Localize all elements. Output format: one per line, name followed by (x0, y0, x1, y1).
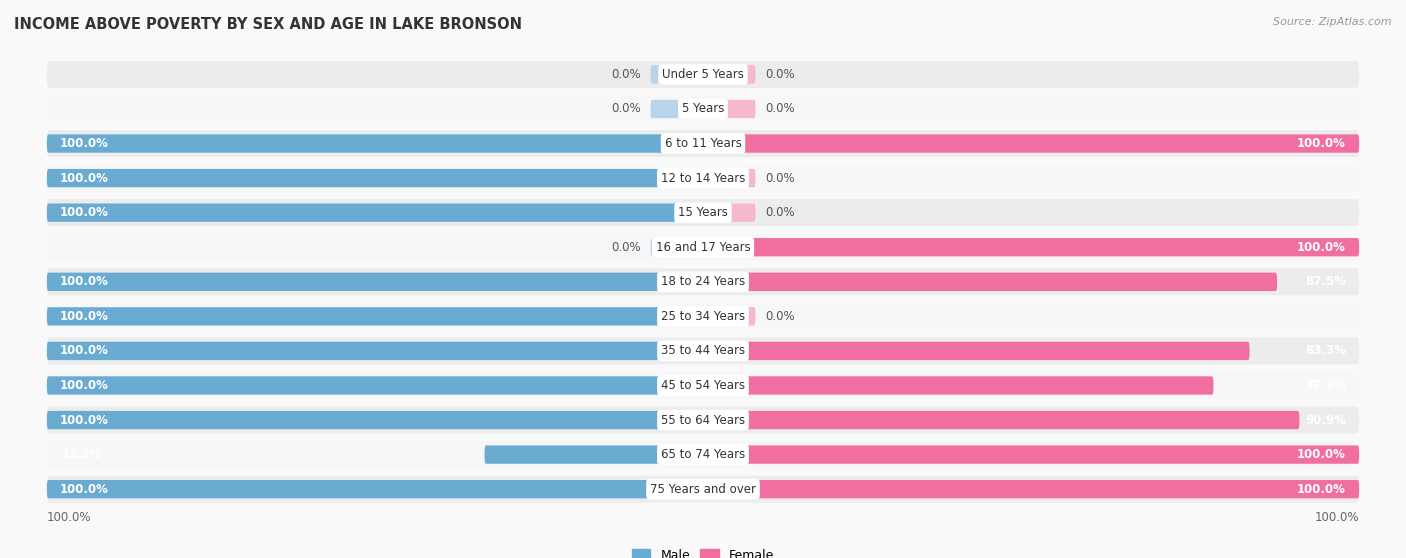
Text: 0.0%: 0.0% (765, 310, 794, 323)
FancyBboxPatch shape (46, 165, 1360, 191)
FancyBboxPatch shape (703, 169, 755, 187)
FancyBboxPatch shape (651, 100, 703, 118)
Text: 100.0%: 100.0% (60, 206, 108, 219)
Text: 83.3%: 83.3% (1305, 344, 1346, 358)
Text: Under 5 Years: Under 5 Years (662, 68, 744, 81)
FancyBboxPatch shape (703, 238, 1360, 256)
FancyBboxPatch shape (46, 268, 1360, 295)
FancyBboxPatch shape (703, 134, 1360, 153)
FancyBboxPatch shape (46, 480, 703, 498)
Text: 100.0%: 100.0% (60, 275, 108, 288)
Text: 100.0%: 100.0% (60, 379, 108, 392)
FancyBboxPatch shape (703, 307, 755, 325)
FancyBboxPatch shape (703, 411, 1299, 429)
FancyBboxPatch shape (46, 307, 703, 325)
Text: 77.8%: 77.8% (1305, 379, 1346, 392)
Text: 100.0%: 100.0% (1298, 240, 1346, 254)
Legend: Male, Female: Male, Female (627, 544, 779, 558)
Text: 0.0%: 0.0% (765, 172, 794, 185)
Text: 0.0%: 0.0% (612, 240, 641, 254)
Text: INCOME ABOVE POVERTY BY SEX AND AGE IN LAKE BRONSON: INCOME ABOVE POVERTY BY SEX AND AGE IN L… (14, 17, 522, 32)
FancyBboxPatch shape (703, 65, 755, 84)
Text: 90.9%: 90.9% (1305, 413, 1346, 426)
FancyBboxPatch shape (703, 341, 1250, 360)
FancyBboxPatch shape (651, 65, 703, 84)
FancyBboxPatch shape (46, 134, 703, 153)
FancyBboxPatch shape (46, 204, 703, 222)
Text: 5 Years: 5 Years (682, 103, 724, 116)
Text: 100.0%: 100.0% (1298, 448, 1346, 461)
FancyBboxPatch shape (46, 95, 1360, 122)
FancyBboxPatch shape (651, 238, 703, 256)
FancyBboxPatch shape (46, 475, 1360, 503)
Text: 100.0%: 100.0% (60, 137, 108, 150)
FancyBboxPatch shape (703, 376, 1213, 395)
Text: 15 Years: 15 Years (678, 206, 728, 219)
Text: 75 Years and over: 75 Years and over (650, 483, 756, 496)
Text: 0.0%: 0.0% (765, 206, 794, 219)
Text: 16 and 17 Years: 16 and 17 Years (655, 240, 751, 254)
Text: 65 to 74 Years: 65 to 74 Years (661, 448, 745, 461)
FancyBboxPatch shape (46, 303, 1360, 330)
FancyBboxPatch shape (46, 376, 703, 395)
FancyBboxPatch shape (46, 61, 1360, 88)
FancyBboxPatch shape (46, 441, 1360, 468)
FancyBboxPatch shape (703, 445, 1360, 464)
Text: 0.0%: 0.0% (765, 103, 794, 116)
Text: 0.0%: 0.0% (765, 68, 794, 81)
FancyBboxPatch shape (46, 407, 1360, 434)
Text: 25 to 34 Years: 25 to 34 Years (661, 310, 745, 323)
Text: 33.3%: 33.3% (60, 448, 101, 461)
Text: 100.0%: 100.0% (60, 483, 108, 496)
Text: 100.0%: 100.0% (60, 310, 108, 323)
Text: 100.0%: 100.0% (1298, 137, 1346, 150)
FancyBboxPatch shape (703, 204, 755, 222)
FancyBboxPatch shape (46, 411, 703, 429)
Text: 12 to 14 Years: 12 to 14 Years (661, 172, 745, 185)
Text: 18 to 24 Years: 18 to 24 Years (661, 275, 745, 288)
Text: 87.5%: 87.5% (1305, 275, 1346, 288)
Text: 45 to 54 Years: 45 to 54 Years (661, 379, 745, 392)
FancyBboxPatch shape (46, 234, 1360, 261)
Text: Source: ZipAtlas.com: Source: ZipAtlas.com (1274, 17, 1392, 27)
FancyBboxPatch shape (46, 199, 1360, 226)
Text: 100.0%: 100.0% (1298, 483, 1346, 496)
FancyBboxPatch shape (46, 273, 703, 291)
Text: 100.0%: 100.0% (60, 344, 108, 358)
Text: 100.0%: 100.0% (60, 172, 108, 185)
FancyBboxPatch shape (46, 169, 703, 187)
FancyBboxPatch shape (485, 445, 703, 464)
FancyBboxPatch shape (703, 480, 1360, 498)
FancyBboxPatch shape (46, 372, 1360, 399)
Text: 0.0%: 0.0% (612, 103, 641, 116)
Text: 100.0%: 100.0% (46, 511, 91, 523)
FancyBboxPatch shape (703, 100, 755, 118)
Text: 35 to 44 Years: 35 to 44 Years (661, 344, 745, 358)
FancyBboxPatch shape (46, 341, 703, 360)
Text: 100.0%: 100.0% (1315, 511, 1360, 523)
FancyBboxPatch shape (703, 273, 1277, 291)
Text: 0.0%: 0.0% (612, 68, 641, 81)
Text: 6 to 11 Years: 6 to 11 Years (665, 137, 741, 150)
FancyBboxPatch shape (46, 130, 1360, 157)
FancyBboxPatch shape (46, 338, 1360, 364)
Text: 55 to 64 Years: 55 to 64 Years (661, 413, 745, 426)
Text: 100.0%: 100.0% (60, 413, 108, 426)
